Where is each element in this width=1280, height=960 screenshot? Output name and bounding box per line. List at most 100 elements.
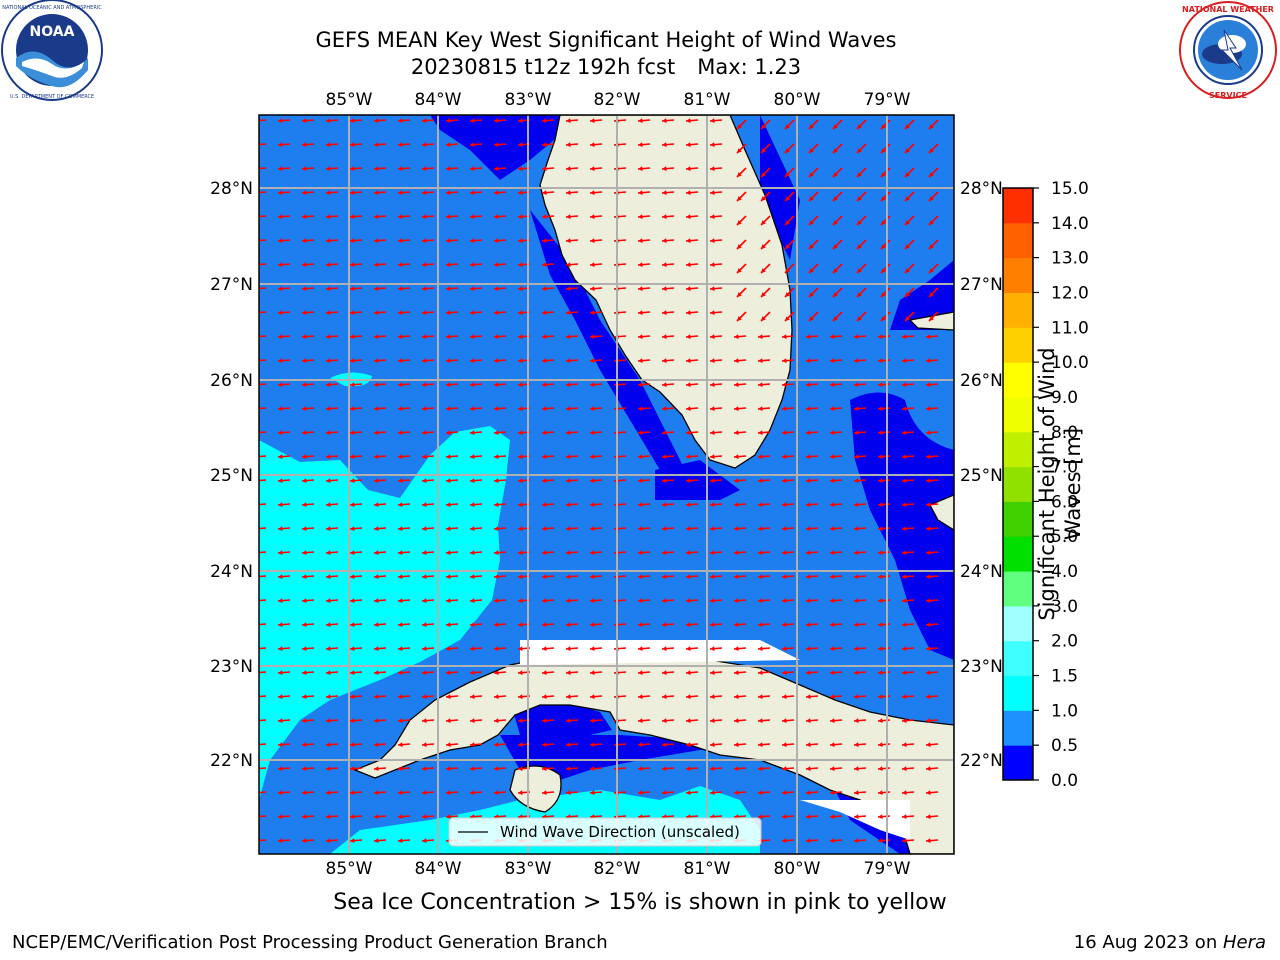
wind-arrow	[784, 191, 795, 202]
colorbar-segment	[1003, 257, 1033, 293]
wind-arrow	[637, 238, 651, 244]
wind-arrow	[301, 574, 315, 580]
wind-arrow	[829, 454, 843, 460]
wind-arrow	[901, 358, 915, 364]
lon-label-top: 80°W	[774, 90, 821, 110]
wind-arrow	[685, 598, 699, 604]
wind-arrow	[493, 742, 507, 748]
wind-arrow	[493, 502, 507, 508]
wind-arrow	[325, 838, 339, 844]
wind-arrow	[469, 118, 483, 124]
wind-arrow	[760, 215, 771, 226]
wind-arrow	[469, 790, 483, 796]
wind-arrow	[856, 239, 867, 250]
wind-arrow	[565, 190, 579, 196]
wind-arrow	[685, 358, 699, 364]
wind-arrow	[805, 622, 819, 628]
wind-arrow	[565, 502, 579, 508]
wind-arrow	[853, 598, 867, 604]
wind-arrow	[301, 646, 315, 652]
wind-arrow	[349, 718, 363, 724]
longitude-labels-top: 85°W 84°W 83°W 82°W 81°W 80°W 79°W	[326, 90, 911, 110]
wind-arrow	[349, 142, 363, 148]
wind-arrow	[421, 718, 435, 724]
wind-arrow	[685, 622, 699, 628]
wind-arrow	[709, 118, 723, 124]
wind-arrow	[925, 574, 939, 580]
lat-label-left: 22°N	[210, 751, 253, 771]
wind-arrow	[781, 430, 795, 436]
wind-arrow	[784, 263, 795, 274]
wind-arrow	[856, 215, 867, 226]
wind-arrow	[469, 718, 483, 724]
wind-arrow	[637, 718, 651, 724]
wind-arrow	[709, 262, 723, 268]
wind-arrow	[349, 478, 363, 484]
wind-arrow	[565, 790, 579, 796]
wind-arrow	[733, 358, 747, 364]
wind-arrow	[805, 598, 819, 604]
wind-arrow	[637, 766, 651, 772]
wind-arrow	[373, 694, 387, 700]
wind-arrow	[901, 382, 915, 388]
wind-arrow	[469, 358, 483, 364]
wind-arrow	[373, 310, 387, 316]
colorbar-segment	[1003, 745, 1033, 781]
deep-blue-atlantic-north	[750, 115, 954, 330]
wind-arrow	[445, 286, 459, 292]
wind-arrow	[808, 143, 819, 154]
wind-arrow	[445, 502, 459, 508]
wind-arrow	[901, 766, 915, 772]
lon-label-bottom: 83°W	[505, 859, 552, 879]
wind-arrow	[829, 718, 843, 724]
wind-arrow	[373, 670, 387, 676]
wind-arrow	[685, 646, 699, 652]
wind-arrow	[589, 598, 603, 604]
wind-arrow	[880, 215, 891, 226]
wind-arrow	[565, 430, 579, 436]
wind-arrow	[445, 742, 459, 748]
wind-arrow	[901, 574, 915, 580]
wind-arrow	[541, 622, 555, 628]
wind-arrow	[589, 574, 603, 580]
wind-arrow	[637, 790, 651, 796]
wind-arrow	[901, 622, 915, 628]
wind-arrow	[757, 502, 771, 508]
wind-arrow	[301, 166, 315, 172]
wind-arrow	[733, 382, 747, 388]
wind-arrow	[277, 790, 291, 796]
wind-arrow	[805, 526, 819, 532]
footer-date-text: 16 Aug 2023 on	[1073, 932, 1223, 953]
wind-arrow	[541, 166, 555, 172]
wind-arrow	[805, 478, 819, 484]
wind-arrow	[589, 358, 603, 364]
wind-arrow	[325, 478, 339, 484]
wind-arrow	[904, 287, 915, 298]
wind-arrow	[397, 142, 411, 148]
wind-arrow	[589, 238, 603, 244]
wind-arrow	[325, 190, 339, 196]
wind-arrow	[925, 670, 939, 676]
wind-arrow	[325, 670, 339, 676]
colorbar-tick-label: 1.5	[1051, 667, 1078, 687]
wind-arrow	[259, 383, 267, 386]
wind-arrow	[661, 262, 675, 268]
wind-arrow	[541, 670, 555, 676]
wind-arrow	[829, 574, 843, 580]
wind-arrow	[469, 310, 483, 316]
wind-arrow	[469, 214, 483, 220]
wind-arrow	[829, 478, 843, 484]
wind-arrow	[565, 670, 579, 676]
wind-arrow	[781, 502, 795, 508]
colorbar-segment	[1003, 536, 1033, 572]
wind-arrow	[397, 190, 411, 196]
wind-arrow	[325, 118, 339, 124]
wind-arrow	[661, 430, 675, 436]
wind-arrow	[829, 646, 843, 652]
lat-label-left: 23°N	[210, 657, 253, 677]
wind-arrow	[925, 646, 939, 652]
wind-arrow	[565, 358, 579, 364]
wind-arrow	[685, 286, 699, 292]
wind-arrow	[784, 143, 795, 154]
wind-arrow	[925, 526, 939, 532]
